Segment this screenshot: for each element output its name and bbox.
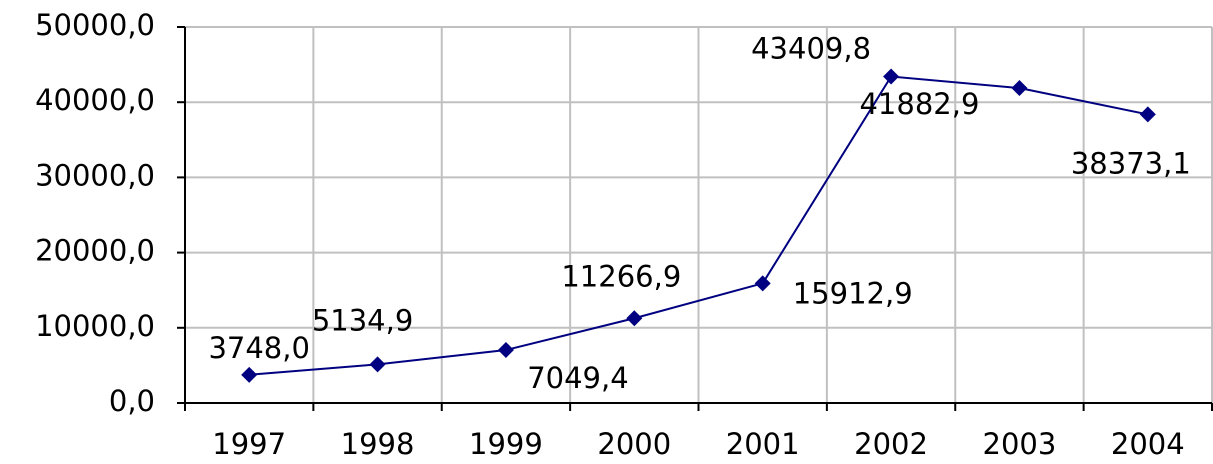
x-tick-label: 2001 xyxy=(726,427,800,461)
x-tick-label: 2000 xyxy=(597,427,671,461)
x-tick-label: 2002 xyxy=(854,427,928,461)
point-marker xyxy=(497,341,514,358)
point-marker xyxy=(1139,106,1156,123)
point-marker xyxy=(754,275,771,292)
data-label: 7049,4 xyxy=(527,361,628,395)
data-label: 15912,9 xyxy=(793,276,913,310)
x-tick-label: 1998 xyxy=(341,427,415,461)
data-label: 43409,8 xyxy=(751,32,871,66)
series-line xyxy=(249,75,1149,376)
y-tick-label: 50000,0 xyxy=(35,8,155,42)
data-label: 5134,9 xyxy=(312,303,413,337)
y-tick-label: 0,0 xyxy=(109,384,155,418)
point-marker xyxy=(1011,80,1028,97)
point-marker xyxy=(883,68,900,85)
x-tick-label: 1997 xyxy=(212,427,286,461)
data-label: 11266,9 xyxy=(561,259,681,293)
x-tick-label: 1999 xyxy=(469,427,543,461)
y-tick-label: 20000,0 xyxy=(35,234,155,268)
x-tick-label: 2004 xyxy=(1111,427,1185,461)
data-label: 3748,0 xyxy=(208,331,309,365)
x-tick-label: 2003 xyxy=(983,427,1057,461)
point-marker xyxy=(241,366,258,383)
y-tick-label: 10000,0 xyxy=(35,309,155,343)
data-label: 41882,9 xyxy=(859,87,979,121)
y-tick-label: 40000,0 xyxy=(35,83,155,117)
point-marker xyxy=(369,356,386,373)
y-tick-label: 30000,0 xyxy=(35,158,155,192)
point-marker xyxy=(626,310,643,327)
data-label: 38373,1 xyxy=(1071,146,1191,180)
